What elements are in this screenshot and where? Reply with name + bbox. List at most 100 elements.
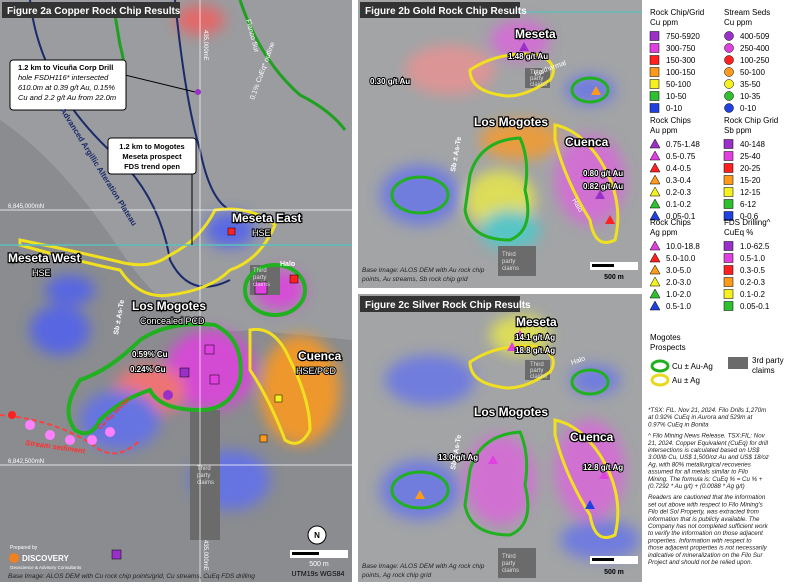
legend-heading: Rock Chip/Grid: [650, 8, 704, 17]
note-line: set out above with respect to Filo Minin…: [648, 501, 763, 508]
legend-swatch: [649, 67, 660, 77]
note-line: *TSX: FIL. Nov 21, 2024. Filo Drills 1,2…: [648, 407, 766, 414]
grade-label: 18.8 g/t Ag: [515, 346, 555, 355]
legend-label: 0.5-1.0: [666, 302, 691, 311]
area-type: HSE: [32, 268, 51, 278]
legend-label: 0-10: [666, 104, 683, 113]
legend-swatch: [723, 301, 734, 311]
claim-label: party: [502, 259, 515, 265]
logo-mark: [9, 553, 19, 563]
callout-text: 610.0m at 0.39 g/t Au, 0.15%: [18, 83, 115, 92]
legend-label: 250-400: [740, 44, 770, 53]
callout-text: Meseta prospect: [122, 152, 182, 161]
legend-label: 100-150: [666, 68, 696, 77]
legend-label: 1.0-62.5: [740, 242, 770, 251]
legend-swatch: [723, 163, 734, 173]
note-line: indicative of mineralization on the Filo…: [648, 552, 763, 559]
base-image-note: Base Image: ALOS DEM with Au rock chip: [362, 267, 485, 274]
grade-label: 1.48 g/t Au: [508, 52, 548, 61]
legend-label: 1.0-2.0: [666, 290, 691, 299]
legend-swatch: [723, 199, 734, 209]
note-line: Mining. The formula is: CuEq % = Cu % +: [648, 476, 763, 483]
legend-swatch: [649, 210, 661, 221]
legend-swatch: [649, 198, 661, 209]
scale-bar: [592, 558, 614, 561]
claim-label: Third: [197, 466, 211, 472]
note-line: assumed for all metals similar to Filo: [648, 469, 749, 476]
legend-swatch: [723, 277, 734, 287]
legend-swatch: [723, 139, 734, 149]
logo-text: Prepared by: [10, 545, 38, 551]
legend-label: 3rd party: [752, 356, 784, 365]
claim-label: Third: [253, 268, 267, 274]
legend-label: 150-300: [666, 56, 696, 65]
legend-label: 300-750: [666, 44, 696, 53]
callout-text: Cu and 2.2 g/t Au from 22.0m: [18, 93, 116, 102]
note-line: Readers are cautioned that the informati…: [648, 494, 766, 501]
legend-label: 15-20: [740, 176, 761, 185]
legend-swatch: [650, 359, 670, 373]
area-label: Meseta: [515, 27, 556, 41]
legend-label: 35-50: [740, 80, 761, 89]
legend-swatch: [649, 138, 661, 149]
legend-swatch: [724, 91, 734, 101]
legend-label: 400-509: [740, 32, 770, 41]
note-line: Ag, with 80% metallurgical recoveries: [647, 461, 751, 468]
scale-label: 500 m: [604, 569, 624, 576]
legend-swatch: [724, 67, 734, 77]
legend-label: 10.0-18.8: [666, 242, 700, 251]
legend-label: 10-50: [666, 92, 687, 101]
legend-swatch: [649, 300, 661, 311]
scale-label: 500 m: [604, 274, 624, 281]
legend-swatch: [724, 103, 734, 113]
legend-label: 50-100: [740, 68, 765, 77]
legend-label: 12-15: [740, 188, 761, 197]
grid-label: 435,000mE: [202, 30, 208, 61]
scale-bar: [292, 552, 319, 555]
legend-swatch: [724, 55, 734, 65]
panel-title: Figure 2a Copper Rock Chip Results: [7, 6, 181, 17]
area-label: Cuenca: [298, 349, 342, 363]
legend-swatch: [724, 43, 734, 53]
legend-label: 25-40: [740, 152, 761, 161]
legend-label: 3.0-5.0: [666, 266, 691, 275]
area-type: HSE: [252, 228, 271, 238]
title-bar: [2, 2, 180, 18]
area-label: Los Mogotes: [474, 115, 548, 129]
note-line: Company has not completed sufficient wor…: [648, 523, 769, 530]
legend-swatch: [649, 79, 660, 89]
legend-swatch: [723, 241, 734, 251]
grid-label: 435,000mE: [202, 540, 208, 571]
note-line: intersections is calculated based on US$: [648, 447, 760, 454]
legend-label: 0-10: [740, 104, 757, 113]
claim-label: party: [253, 275, 266, 281]
note-line: 21, 2024. Copper Equivalent (CuEq) for d…: [647, 440, 769, 447]
grade-label: 0.24% Cu: [130, 365, 166, 374]
legend-label: 50-100: [666, 80, 691, 89]
area-label: Meseta East: [232, 211, 301, 225]
legend-heading: Cu ppm: [650, 18, 678, 27]
legend-swatch: [649, 103, 660, 113]
legend-heading: Stream Seds: [724, 8, 770, 17]
legend-label: 0-0.6: [740, 212, 759, 221]
note-line: properties. Information with respect to: [647, 537, 752, 544]
legend-label: 0.2-0.3: [666, 188, 691, 197]
legend-swatch: [649, 174, 661, 185]
legend-swatch: [650, 373, 670, 387]
legend-swatch: [649, 240, 661, 251]
legend-heading: CuEq %: [724, 228, 753, 237]
grade-label: 0.80 g/t Au: [583, 169, 623, 178]
area-type: HSE/PCD: [296, 366, 337, 376]
legend-heading: Mogotes: [650, 333, 681, 342]
panel-title: Figure 2c Silver Rock Chip Results: [365, 300, 531, 311]
legend-heading: Au ppm: [650, 126, 678, 135]
legend-swatch: [649, 264, 661, 275]
legend-swatch: [649, 150, 661, 161]
legend-label: 0.2-0.3: [740, 278, 765, 287]
grade-label: 12.8 g/t Ag: [583, 463, 623, 472]
claim-label: party: [530, 76, 543, 82]
legend-label: 0.05-0.1: [666, 212, 696, 221]
claim-label: claims: [530, 374, 547, 380]
legend-swatch: [649, 162, 661, 173]
